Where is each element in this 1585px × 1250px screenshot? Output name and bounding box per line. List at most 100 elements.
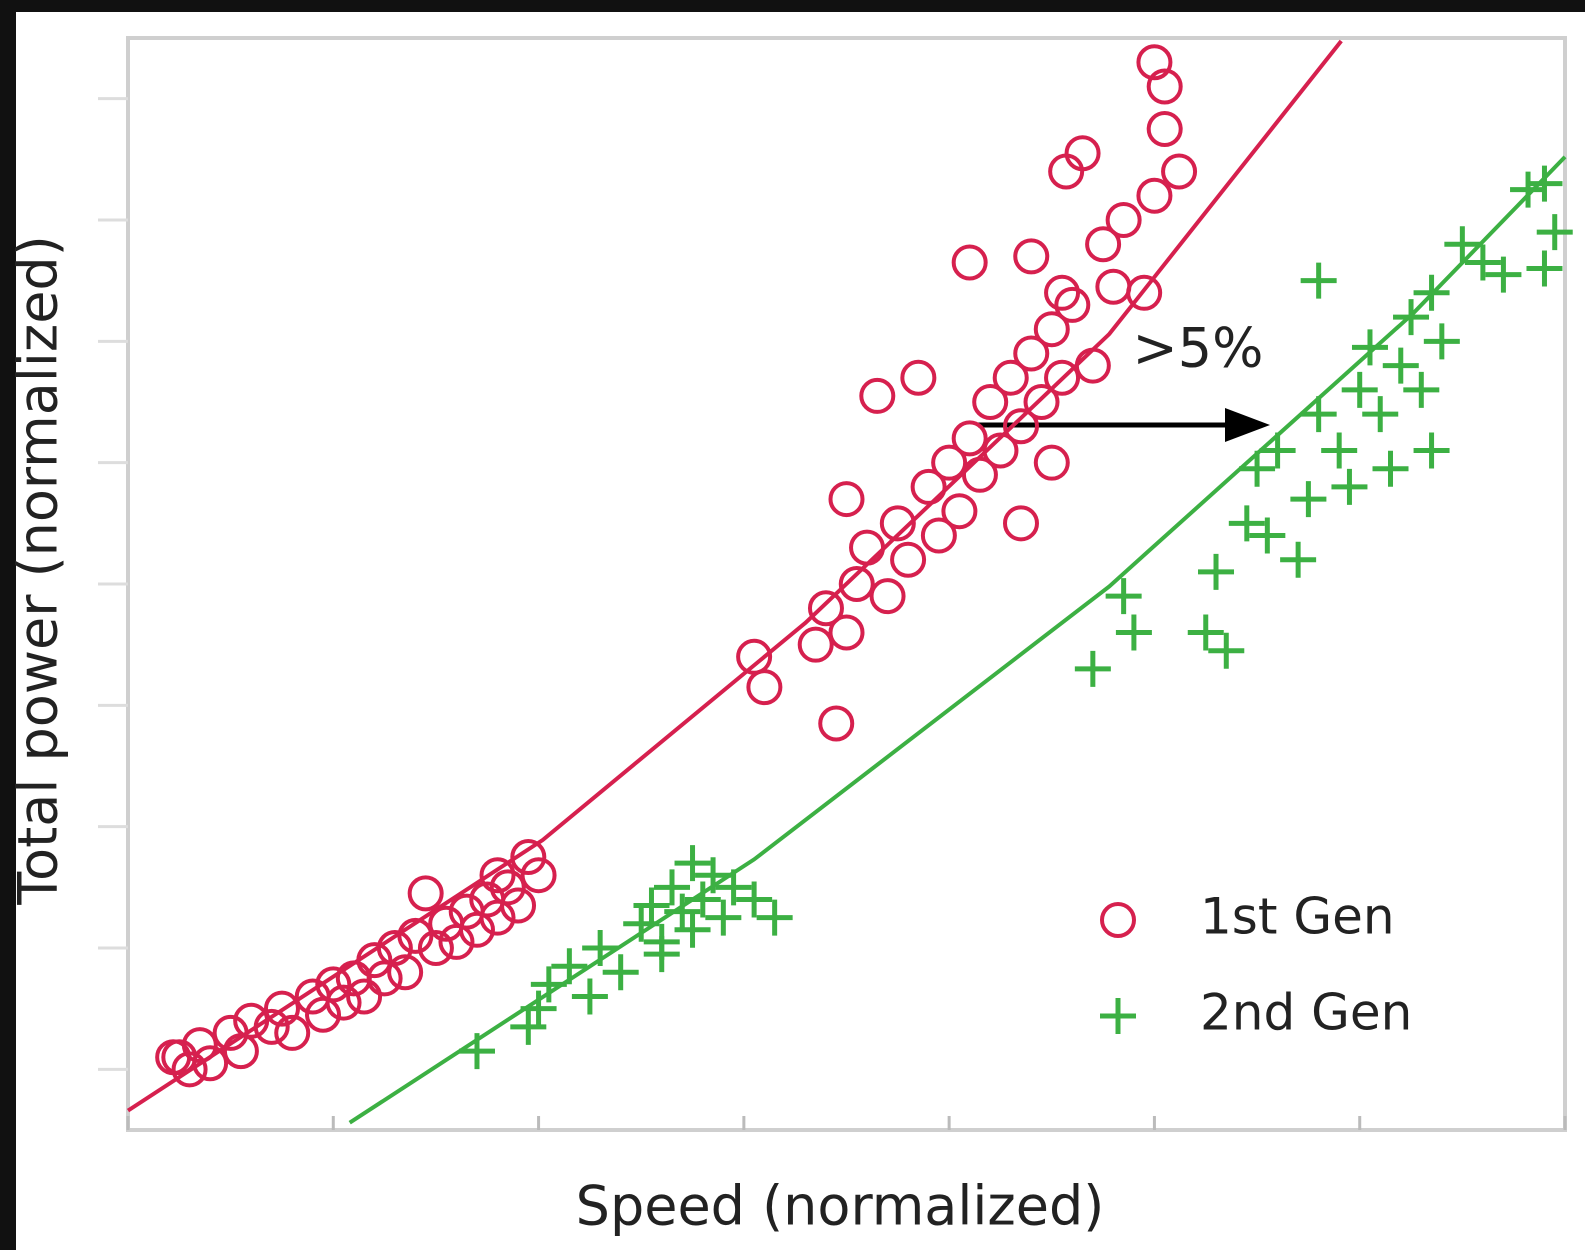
point: [1239, 450, 1276, 487]
point: [910, 468, 947, 505]
point: [1187, 614, 1224, 651]
legend-swatch: [1100, 902, 1136, 938]
point: [1126, 274, 1163, 311]
point: [900, 359, 937, 396]
point: [1085, 226, 1122, 263]
point: [212, 1014, 249, 1051]
point: [346, 978, 383, 1015]
point: [1300, 396, 1337, 433]
point: [356, 942, 393, 979]
legend-label: 1st Gen: [1200, 888, 1395, 946]
point: [1002, 505, 1039, 542]
point: [458, 1033, 495, 1070]
point: [1013, 238, 1050, 275]
point: [920, 517, 957, 554]
annotation: >5%: [1133, 317, 1264, 380]
point: [407, 875, 444, 912]
point: [849, 529, 886, 566]
point: [510, 1008, 547, 1045]
point: [674, 911, 711, 948]
point: [1372, 450, 1409, 487]
point: [1300, 262, 1337, 299]
point: [674, 845, 711, 882]
point: [736, 881, 773, 918]
point: [797, 626, 834, 663]
point: [479, 857, 516, 894]
point: [274, 1014, 311, 1051]
point: [643, 936, 680, 973]
point: [756, 899, 793, 936]
point: [1485, 256, 1522, 293]
point: [520, 990, 557, 1027]
point: [890, 541, 927, 578]
annotation-arrowhead: [1225, 408, 1270, 442]
legend-item: 2nd Gen: [1100, 984, 1412, 1042]
point: [1013, 335, 1050, 372]
point: [1161, 153, 1198, 190]
point: [582, 930, 619, 966]
point: [992, 359, 1029, 396]
point: [1033, 444, 1070, 481]
point: [1413, 274, 1450, 311]
point: [695, 857, 732, 894]
point: [1510, 171, 1547, 208]
point: [1198, 553, 1235, 590]
point: [1208, 632, 1245, 669]
point: [1526, 250, 1563, 287]
legend-item: 1st Gen: [1100, 888, 1395, 946]
point: [931, 444, 968, 481]
point: [1249, 517, 1286, 554]
point: [1064, 135, 1101, 172]
point: [1228, 505, 1265, 542]
point: [1331, 468, 1368, 505]
point: [551, 948, 588, 985]
point: [654, 869, 691, 906]
point: [315, 966, 352, 1003]
point: [1351, 329, 1388, 366]
point: [982, 432, 1019, 469]
point: [951, 244, 988, 281]
point: [387, 954, 424, 991]
legend-swatch: [1100, 998, 1136, 1034]
point: [869, 578, 906, 615]
point: [417, 930, 454, 966]
point: [664, 893, 701, 930]
point: [325, 984, 362, 1021]
point: [633, 887, 670, 924]
point: [961, 456, 998, 493]
point: [715, 869, 752, 906]
point: [171, 1051, 208, 1088]
point: [705, 899, 742, 936]
point: [1290, 481, 1327, 518]
point: [1526, 165, 1563, 202]
point: [838, 566, 875, 602]
point: [879, 505, 916, 542]
point: [807, 590, 844, 627]
point: [941, 493, 978, 530]
point: [1002, 408, 1039, 445]
point: [1393, 299, 1430, 336]
y-axis-label: Total power (normalized): [7, 235, 70, 906]
point: [828, 481, 865, 518]
point: [263, 990, 300, 1027]
point: [1105, 578, 1142, 615]
point: [1033, 311, 1070, 348]
point: [1464, 244, 1501, 281]
point: [1403, 371, 1440, 408]
fit-line: [126, 39, 1343, 1113]
point: [376, 930, 413, 966]
point: [828, 614, 865, 651]
point: [520, 857, 557, 894]
point: [1044, 359, 1081, 396]
point: [1074, 650, 1111, 687]
point: [233, 1002, 270, 1039]
point: [192, 1045, 229, 1082]
point: [1105, 202, 1142, 238]
point: [1259, 432, 1296, 469]
point: [1146, 68, 1183, 105]
point: [489, 869, 526, 906]
point: [684, 881, 721, 918]
point: [1044, 274, 1081, 311]
